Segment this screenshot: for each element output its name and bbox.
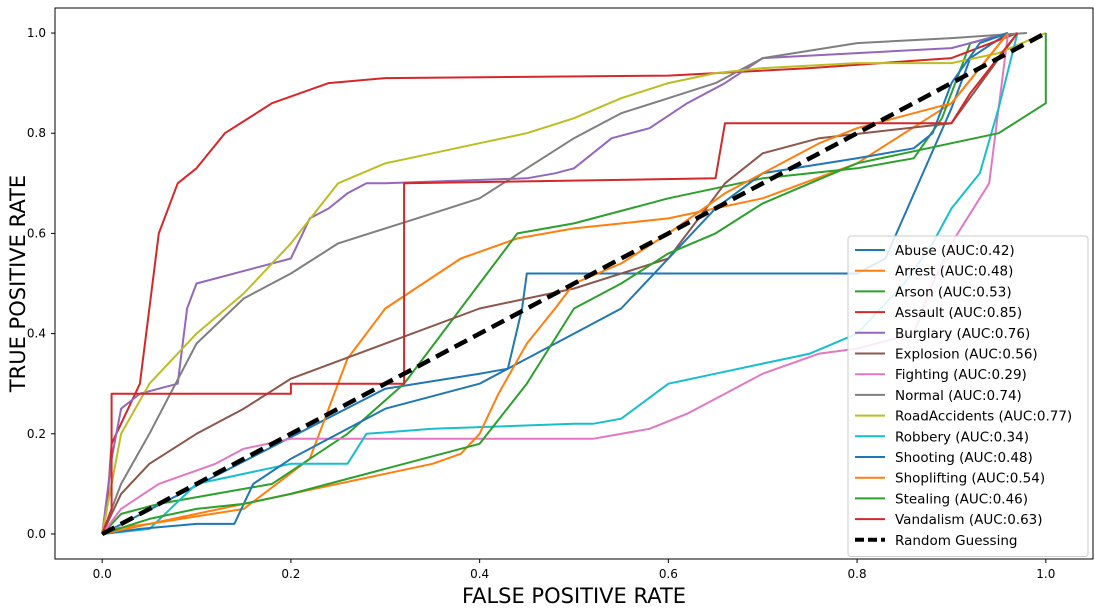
series-line <box>102 32 1009 535</box>
plot-lines <box>101 31 1047 536</box>
series-line <box>101 32 1047 535</box>
legend-label: Shooting (AUC:0.48) <box>895 450 1033 466</box>
axes-frame <box>54 7 1094 560</box>
legend-box <box>847 235 1089 557</box>
y-ticks: 0.0 0.2 0.4 0.6 0.8 1.0 <box>27 26 55 541</box>
x-tick-label: 1.0 <box>1036 567 1055 581</box>
legend: Abuse (AUC:0.42) Arrest (AUC:0.48) Arson (… <box>847 235 1089 557</box>
x-tick-label: 0.2 <box>281 567 300 581</box>
x-tick-label: 0.6 <box>659 567 678 581</box>
legend-label: Random Guessing <box>895 533 1017 549</box>
legend-label: Fighting (AUC:0.29) <box>895 367 1027 383</box>
y-tick-label: 0.8 <box>27 126 46 140</box>
series-line <box>101 32 1027 535</box>
legend-label: Abuse (AUC:0.42) <box>895 243 1015 259</box>
legend-label: Arson (AUC:0.53) <box>895 284 1012 300</box>
x-tick-label: 0.8 <box>848 567 867 581</box>
legend-label: Shoplifting (AUC:0.54) <box>895 471 1045 487</box>
y-tick-label: 1.0 <box>27 26 46 40</box>
series-line <box>101 32 1009 535</box>
series-line <box>101 32 1009 535</box>
legend-label: Normal (AUC:0.74) <box>895 388 1022 404</box>
x-axis-title: FALSE POSITIVE RATE <box>462 584 686 608</box>
legend-label: Vandalism (AUC:0.63) <box>895 512 1043 528</box>
legend-label: Arrest (AUC:0.48) <box>895 264 1013 280</box>
series-line <box>101 32 1009 535</box>
legend-label: RoadAccidents (AUC:0.77) <box>895 409 1072 425</box>
y-axis-title: TRUE POSITIVE RATE <box>6 175 30 393</box>
series-line <box>102 32 1019 535</box>
x-ticks: 0.0 0.2 0.4 0.6 0.8 1.0 <box>93 559 1055 581</box>
series-line <box>101 33 1047 535</box>
y-tick-label: 0.0 <box>27 527 46 541</box>
y-tick-label: 0.4 <box>27 327 46 341</box>
legend-label: Robbery (AUC:0.34) <box>895 429 1029 445</box>
legend-label: Stealing (AUC:0.46) <box>895 491 1028 507</box>
y-tick-label: 0.2 <box>27 427 46 441</box>
legend-label: Explosion (AUC:0.56) <box>895 347 1038 363</box>
legend-label: Assault (AUC:0.85) <box>895 305 1022 321</box>
x-tick-label: 0.0 <box>93 567 112 581</box>
x-tick-label: 0.4 <box>470 567 489 581</box>
legend-label: Burglary (AUC:0.76) <box>895 326 1030 342</box>
series-line <box>101 32 1019 535</box>
series-line <box>101 32 1019 535</box>
series-line <box>101 32 1018 535</box>
random-guessing-line <box>101 31 1047 536</box>
y-tick-label: 0.6 <box>27 226 46 240</box>
series-line <box>101 32 1009 535</box>
